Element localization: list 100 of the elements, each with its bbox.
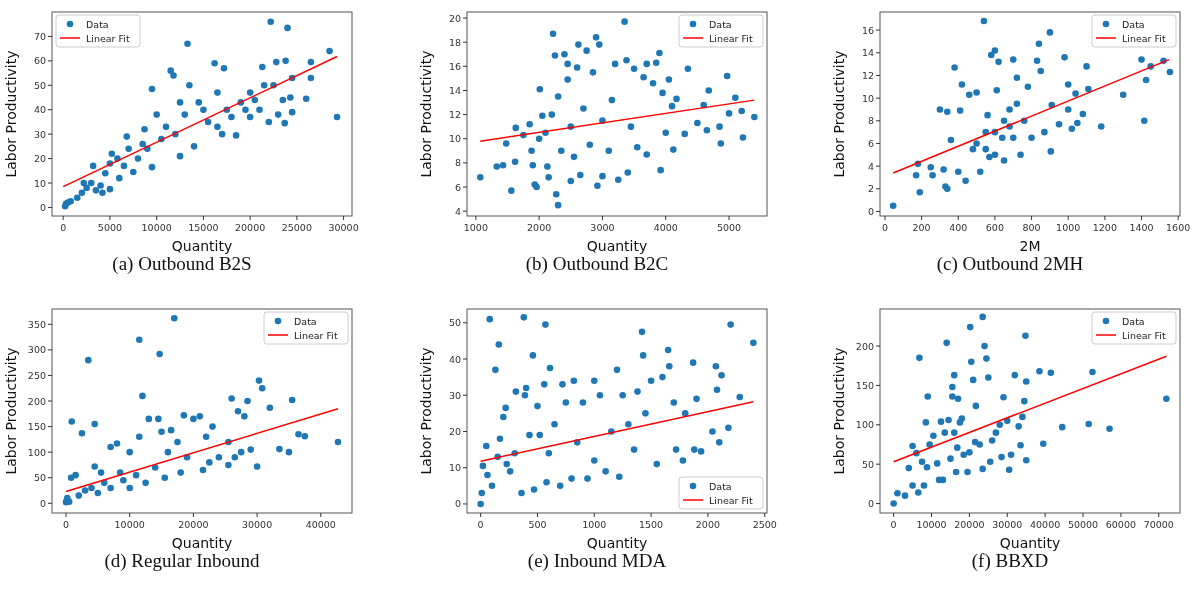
y-axis-title: Labor Productivity [418, 50, 434, 178]
y-tick-label: 4 [867, 160, 874, 172]
legend-label: Data [86, 18, 109, 30]
y-tick-label: 150 [855, 379, 874, 391]
x-tick-label: 1000 [582, 519, 607, 530]
y-tick-label: 200 [27, 395, 46, 407]
x-tick-label: 4000 [653, 222, 678, 233]
x-tick-label: 5000 [716, 222, 742, 233]
legend-label: Data [709, 480, 732, 492]
x-tick-label: 2000 [527, 222, 552, 233]
legend-label: Data [294, 315, 317, 327]
y-tick-label: 4 [454, 205, 461, 217]
x-tick-label: 1600 [1166, 222, 1191, 233]
y-tick-label: 30 [448, 389, 461, 401]
x-tick-label: 30000 [992, 519, 1023, 530]
y-tick-label: 100 [855, 419, 874, 431]
x-tick-label: 1000 [463, 222, 488, 233]
x-tick-label: 40000 [1030, 519, 1061, 530]
y-axis-title: Labor Productivity [831, 347, 847, 475]
y-tick-label: 14 [861, 47, 874, 59]
x-tick-label: 1500 [639, 519, 664, 530]
y-tick-label: 50 [33, 79, 46, 91]
y-tick-label: 20 [448, 425, 461, 437]
y-tick-label: 0 [454, 498, 461, 510]
y-tick-label: 30 [33, 128, 46, 140]
legend-label: Linear Fit [1122, 32, 1166, 44]
y-tick-label: 10 [861, 92, 874, 104]
x-tick-label: 10000 [916, 519, 947, 530]
y-tick-label: 50 [33, 472, 46, 484]
x-tick-label: 500 [528, 519, 547, 530]
text: (e) Inbound MDA [527, 550, 667, 572]
y-tick-label: 60 [33, 55, 46, 67]
y-tick-label: 20 [33, 153, 46, 165]
y-tick-label: 6 [454, 181, 461, 193]
y-tick-label: 0 [867, 205, 874, 217]
legend-label: Linear Fit [709, 32, 753, 44]
y-axis-title: Labor Productivity [831, 50, 847, 178]
legend-label: Linear Fit [709, 494, 753, 506]
y-tick-label: 300 [27, 344, 46, 356]
x-tick-label: 40000 [305, 519, 336, 530]
y-tick-label: 16 [448, 60, 461, 72]
x-tick-label: 30000 [328, 222, 359, 233]
x-tick-label: 0 [60, 222, 67, 233]
y-tick-label: 6 [867, 137, 874, 149]
x-tick-label: 0 [890, 519, 897, 530]
x-tick-label: 800 [1022, 222, 1041, 233]
x-axis-title: Quantity [586, 238, 648, 254]
x-tick-label: 20000 [954, 519, 985, 530]
x-tick-label: 5000 [97, 222, 123, 233]
x-tick-label: 50000 [1067, 519, 1099, 530]
y-tick-label: 12 [448, 109, 461, 121]
x-tick-label: 1000 [1056, 222, 1081, 233]
x-tick-label: 0 [881, 222, 888, 233]
x-tick-label: 30000 [241, 519, 273, 530]
x-tick-label: 20000 [235, 222, 266, 233]
y-axis-title: Labor Productivity [418, 347, 434, 475]
x-tick-label: 25000 [281, 222, 312, 233]
x-tick-label: 3000 [590, 222, 615, 233]
y-tick-label: 10 [448, 462, 461, 474]
x-tick-label: 70000 [1143, 519, 1174, 530]
y-tick-label: 10 [33, 177, 46, 189]
x-tick-label: 15000 [188, 222, 219, 233]
legend-label: Linear Fit [294, 329, 338, 341]
x-tick-label: 400 [949, 222, 968, 233]
x-tick-label: 0 [62, 519, 70, 530]
y-tick-label: 200 [855, 340, 874, 352]
x-tick-label: 10000 [141, 222, 172, 233]
x-tick-label: 60000 [1105, 519, 1137, 530]
x-tick-label: 1200 [1092, 222, 1117, 233]
y-tick-label: 8 [454, 157, 461, 169]
y-tick-label: 40 [33, 104, 46, 116]
y-tick-label: 8 [867, 115, 874, 127]
x-axis-title: Quantity [586, 535, 648, 551]
x-tick-label: 0 [477, 519, 484, 530]
y-tick-label: 20 [448, 12, 461, 24]
y-tick-label: 18 [448, 36, 461, 48]
legend-label: Linear Fit [86, 32, 130, 44]
y-tick-label: 10 [448, 133, 461, 145]
legend-label: Data [1122, 18, 1145, 30]
y-tick-label: 70 [33, 30, 46, 42]
y-tick-label: 12 [861, 69, 874, 81]
x-axis-title: Quantity [171, 238, 233, 254]
y-tick-label: 14 [448, 84, 461, 96]
x-axis-title: 2M [1019, 238, 1041, 254]
x-tick-label: 2000 [695, 519, 720, 530]
x-tick-label: 200 [912, 222, 931, 233]
text: (b) Outbound B2C [525, 253, 669, 275]
text: (d) Regular Inbound [104, 550, 261, 572]
text: (a) Outbound B2S [112, 253, 252, 275]
x-axis-title: Quantity [999, 535, 1061, 551]
y-tick-label: 100 [27, 446, 46, 458]
y-tick-label: 2 [867, 183, 874, 195]
x-tick-label: 600 [985, 222, 1004, 233]
y-tick-label: 0 [867, 498, 874, 510]
y-tick-label: 0 [39, 201, 46, 213]
y-axis-title: Labor Productivity [3, 50, 19, 178]
y-tick-label: 16 [861, 24, 874, 36]
y-tick-label: 250 [27, 369, 46, 381]
y-tick-label: 150 [27, 421, 46, 433]
x-tick-label: 1400 [1129, 222, 1154, 233]
